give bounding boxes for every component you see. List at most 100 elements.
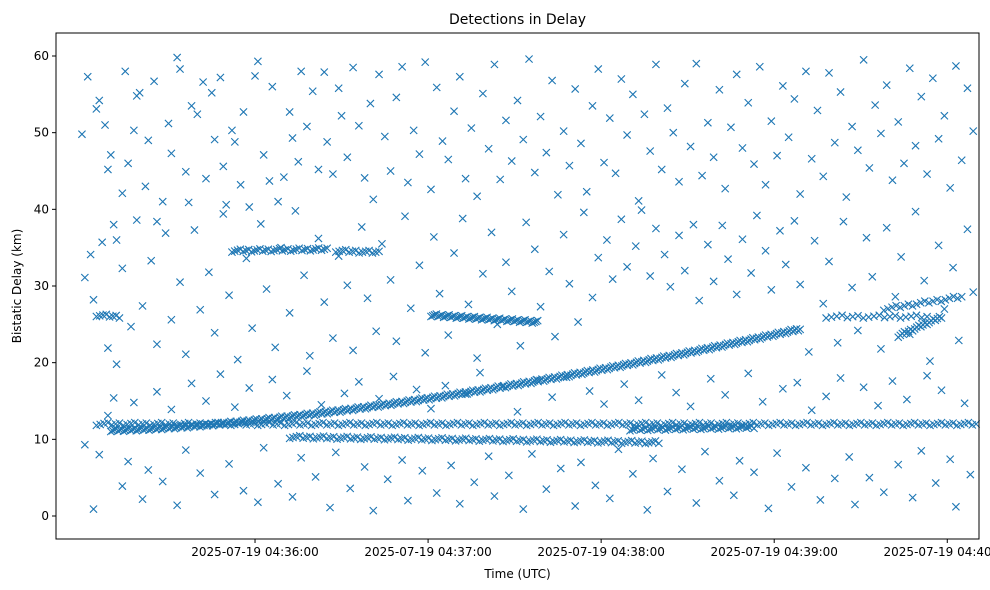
data-point [401, 212, 409, 221]
data-point [638, 425, 647, 434]
data-point [602, 236, 611, 244]
data-point [470, 478, 479, 487]
data-point [415, 150, 424, 159]
data-point [692, 498, 701, 507]
data-point [249, 419, 258, 428]
data-point [291, 206, 300, 215]
data-point [614, 445, 623, 454]
data-point [268, 375, 277, 384]
data-point [360, 462, 369, 471]
data-point [429, 232, 438, 241]
data-point [928, 74, 937, 83]
data-point [830, 138, 839, 147]
data-point [386, 167, 395, 175]
data-point [576, 139, 585, 148]
data-point [679, 425, 688, 434]
data-point [908, 301, 917, 310]
data-point [848, 283, 857, 292]
data-point [490, 492, 499, 501]
data-point [891, 292, 900, 301]
data-point [937, 418, 946, 427]
data-point [288, 492, 297, 501]
data-point [95, 311, 104, 320]
data-point [135, 88, 144, 97]
data-point [147, 256, 156, 265]
data-point [717, 424, 726, 433]
data-point [167, 405, 176, 414]
data-point [600, 400, 609, 409]
data-point [109, 393, 118, 402]
data-point [438, 433, 447, 442]
data-point [614, 436, 623, 445]
data-point [340, 389, 349, 398]
x-axis-label: Time (UTC) [483, 567, 550, 581]
data-point [345, 418, 354, 427]
data-point [905, 64, 914, 73]
data-point [495, 435, 504, 444]
data-point [752, 211, 761, 220]
data-point [778, 384, 787, 393]
data-point [357, 222, 366, 231]
data-point [666, 282, 675, 291]
data-point [353, 433, 362, 442]
data-point [525, 55, 534, 64]
data-point [424, 434, 433, 443]
data-point [929, 297, 937, 306]
y-tick-label: 10 [34, 432, 49, 446]
data-point [478, 89, 487, 98]
data-point [519, 435, 528, 444]
data-point [509, 434, 518, 443]
data-point [199, 78, 208, 87]
data-point [86, 250, 95, 259]
data-point [377, 433, 386, 442]
data-point [951, 502, 960, 511]
data-point [201, 174, 210, 183]
data-point [124, 159, 133, 168]
data-point [323, 137, 332, 146]
data-point [210, 328, 219, 337]
data-point [692, 59, 701, 68]
data-point [461, 390, 470, 399]
data-point [285, 308, 294, 317]
data-point [767, 285, 776, 294]
data-point [796, 325, 805, 334]
data-point [303, 419, 312, 428]
data-point [819, 299, 828, 308]
data-point [105, 312, 114, 321]
data-point [816, 495, 825, 504]
data-point [292, 418, 301, 427]
data-point [937, 314, 946, 323]
data-point [742, 424, 751, 433]
data-point [594, 253, 603, 262]
data-point [398, 62, 407, 71]
data-point [354, 377, 363, 386]
data-point [883, 304, 892, 313]
data-point [499, 382, 508, 391]
data-point [920, 276, 929, 285]
data-point [963, 84, 972, 93]
data-point [571, 502, 580, 511]
data-point [334, 84, 343, 93]
data-point [865, 473, 874, 482]
x-tick-label: 2025-07-19 04:36:00 [191, 545, 318, 559]
data-point [744, 423, 753, 432]
data-point [964, 418, 973, 427]
data-point [465, 419, 474, 428]
data-point [651, 436, 660, 445]
data-point [825, 68, 834, 77]
data-point [787, 419, 796, 428]
data-point [138, 301, 147, 310]
data-point [675, 177, 684, 186]
data-point [193, 110, 202, 119]
data-point [496, 175, 505, 184]
data-point [949, 263, 958, 272]
data-point [666, 424, 675, 433]
data-point [838, 311, 847, 320]
data-point [334, 252, 343, 261]
data-point [210, 135, 219, 144]
data-point [89, 295, 98, 304]
data-point [167, 315, 176, 324]
data-point [865, 163, 874, 172]
data-point [169, 419, 178, 428]
data-point [363, 294, 372, 303]
